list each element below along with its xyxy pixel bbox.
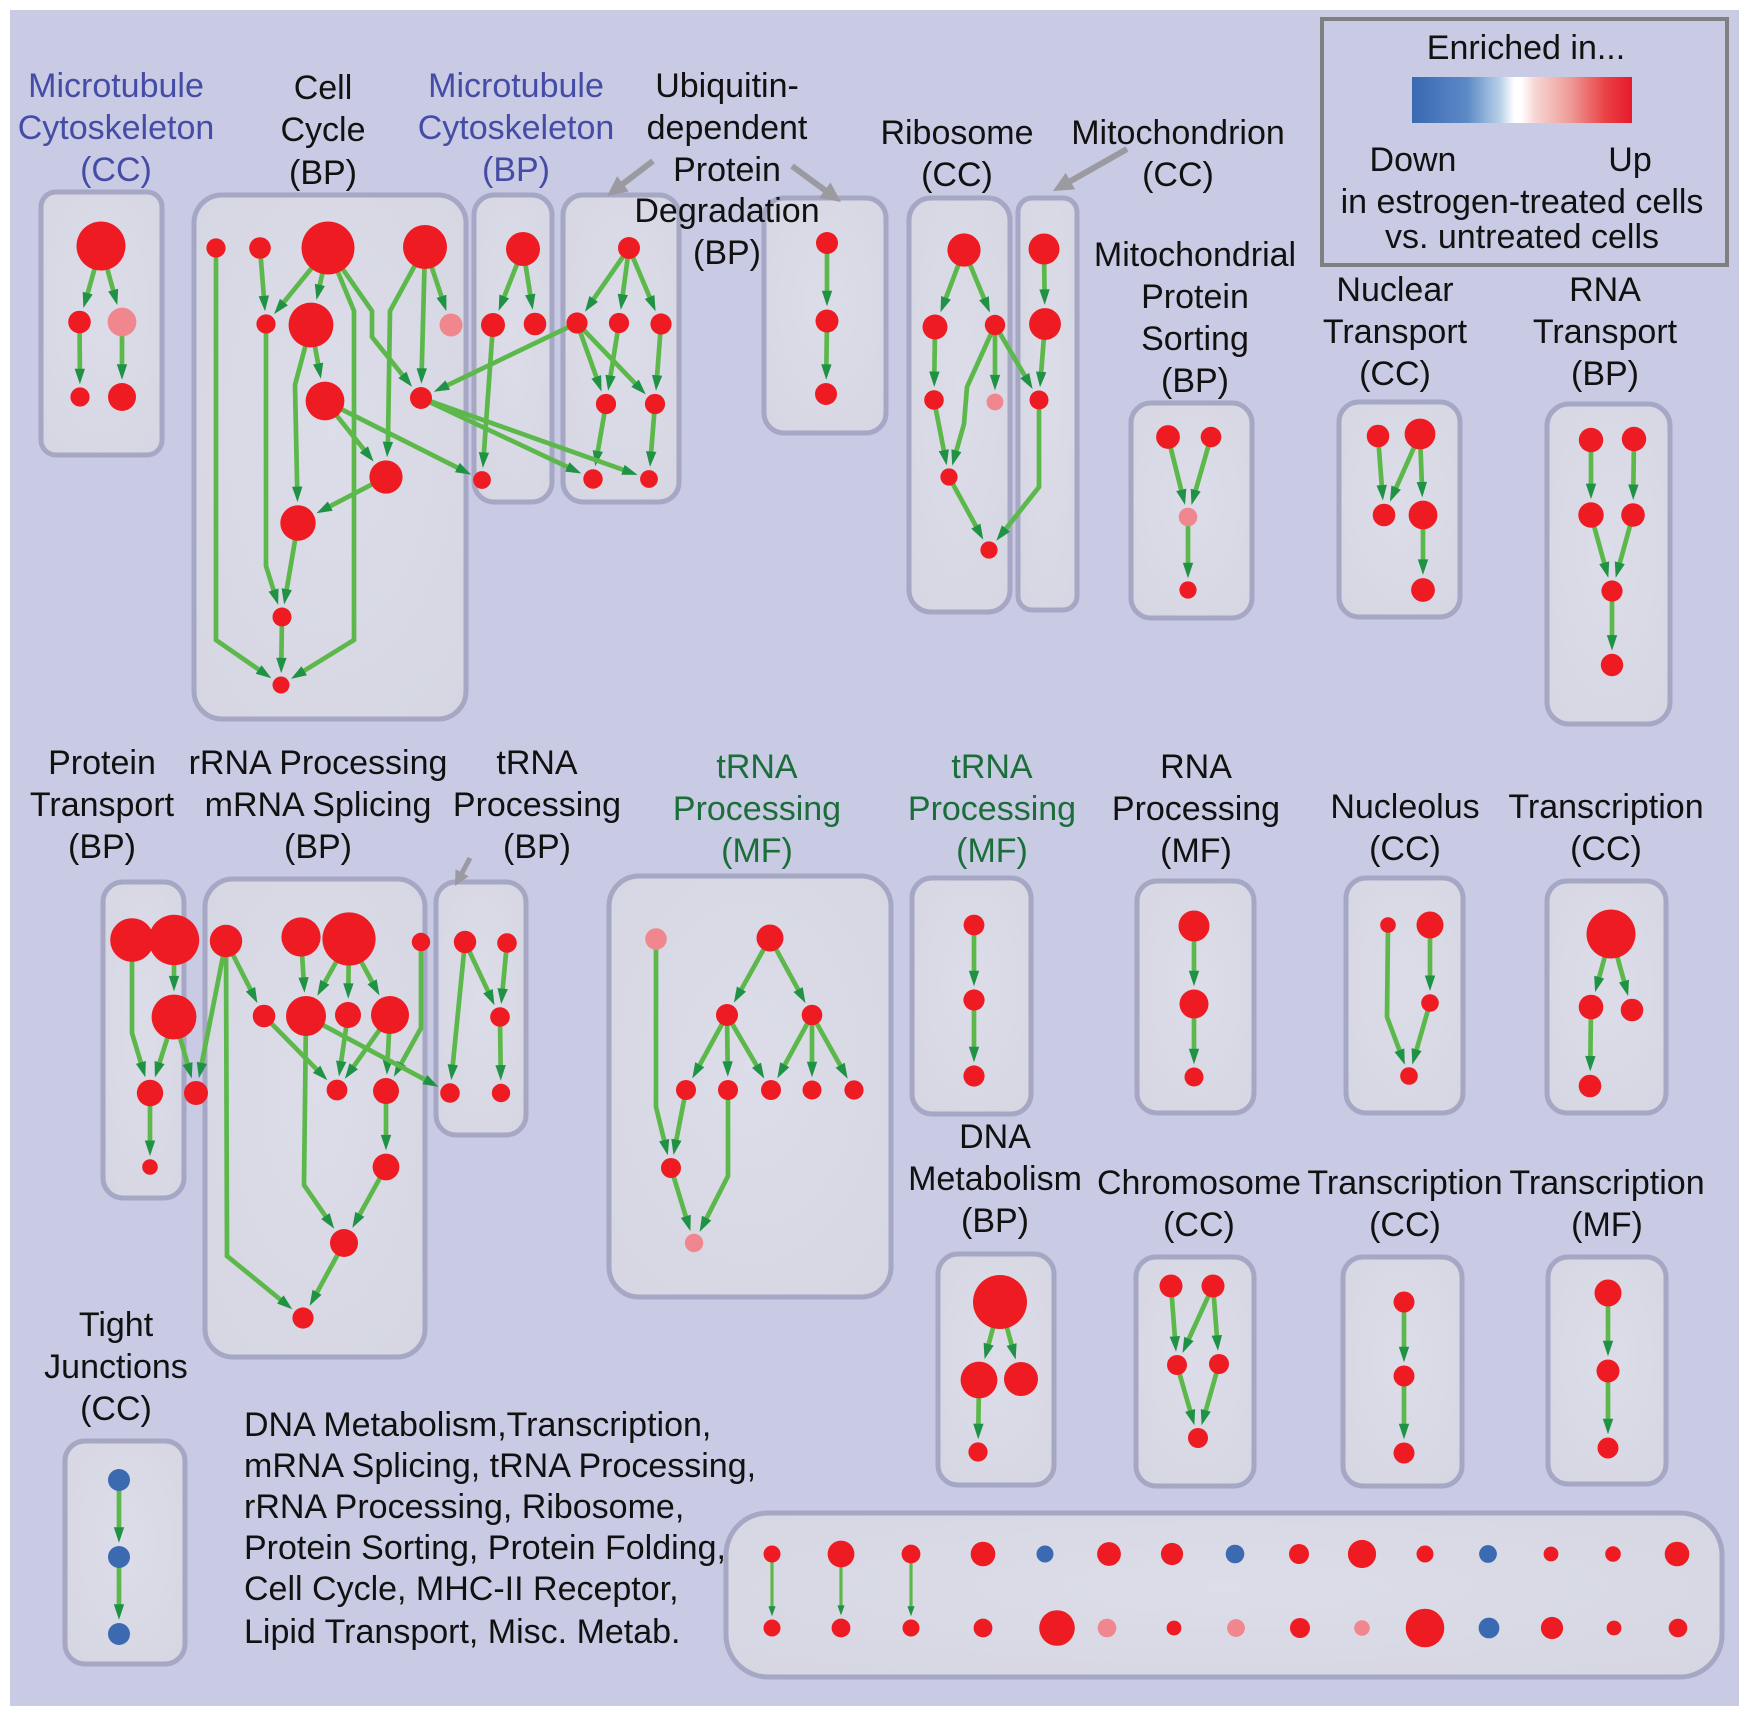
- svg-text:Protein: Protein: [673, 151, 781, 189]
- svg-text:Processing: Processing: [1112, 790, 1280, 828]
- svg-text:tRNA: tRNA: [951, 748, 1033, 786]
- svg-text:(CC): (CC): [1359, 355, 1431, 393]
- svg-text:(BP): (BP): [503, 828, 571, 866]
- svg-text:Cytoskeleton: Cytoskeleton: [18, 109, 215, 147]
- svg-text:Cell Cycle, MHC-II Receptor,: Cell Cycle, MHC-II Receptor,: [244, 1570, 679, 1608]
- svg-text:(MF): (MF): [721, 832, 793, 870]
- svg-text:tRNA: tRNA: [716, 748, 798, 786]
- svg-text:Transport: Transport: [30, 786, 175, 824]
- svg-text:Cytoskeleton: Cytoskeleton: [418, 109, 615, 147]
- svg-text:(CC): (CC): [80, 151, 152, 189]
- svg-text:DNA Metabolism,Transcription,: DNA Metabolism,Transcription,: [244, 1406, 711, 1444]
- svg-text:Chromosome: Chromosome: [1097, 1164, 1301, 1202]
- svg-text:mRNA Splicing: mRNA Splicing: [205, 786, 432, 824]
- svg-text:Processing: Processing: [908, 790, 1076, 828]
- svg-text:(BP): (BP): [289, 154, 357, 192]
- svg-text:Transport: Transport: [1533, 313, 1678, 351]
- svg-text:Transcription: Transcription: [1307, 1164, 1502, 1202]
- svg-text:Cell: Cell: [294, 69, 353, 107]
- svg-text:tRNA: tRNA: [496, 744, 578, 782]
- svg-text:(BP): (BP): [693, 234, 761, 272]
- svg-text:RNA: RNA: [1160, 748, 1232, 786]
- svg-text:Transcription: Transcription: [1508, 788, 1703, 826]
- svg-text:Mitochondrion: Mitochondrion: [1071, 114, 1285, 152]
- svg-text:(MF): (MF): [1160, 832, 1232, 870]
- svg-text:Degradation: Degradation: [634, 192, 819, 230]
- svg-text:Junctions: Junctions: [44, 1348, 188, 1386]
- svg-text:(CC): (CC): [80, 1390, 152, 1428]
- svg-text:in estrogen-treated cells: in estrogen-treated cells: [1341, 183, 1704, 221]
- svg-text:Processing: Processing: [453, 786, 621, 824]
- svg-text:(BP): (BP): [284, 828, 352, 866]
- svg-text:Enriched in...: Enriched in...: [1427, 29, 1625, 67]
- svg-text:Down: Down: [1370, 141, 1457, 179]
- svg-text:rRNA Processing, Ribosome,: rRNA Processing, Ribosome,: [244, 1488, 684, 1526]
- svg-text:Microtubule: Microtubule: [28, 67, 204, 105]
- svg-text:Lipid Transport, Misc. Metab.: Lipid Transport, Misc. Metab.: [244, 1613, 681, 1651]
- svg-text:(BP): (BP): [68, 828, 136, 866]
- svg-text:Protein Sorting, Protein Foldi: Protein Sorting, Protein Folding,: [244, 1529, 726, 1567]
- svg-text:dependent: dependent: [647, 109, 808, 147]
- svg-text:Metabolism: Metabolism: [908, 1160, 1082, 1198]
- svg-text:Transcription: Transcription: [1509, 1164, 1704, 1202]
- svg-text:(CC): (CC): [1369, 1206, 1441, 1244]
- svg-text:Nucleolus: Nucleolus: [1330, 788, 1479, 826]
- svg-text:Cycle: Cycle: [280, 111, 365, 149]
- svg-text:(MF): (MF): [1571, 1206, 1643, 1244]
- svg-text:RNA: RNA: [1569, 271, 1641, 309]
- svg-text:Mitochondrial: Mitochondrial: [1094, 236, 1296, 274]
- svg-text:Processing: Processing: [673, 790, 841, 828]
- svg-text:vs. untreated cells: vs. untreated cells: [1385, 218, 1659, 256]
- svg-text:Tight: Tight: [79, 1306, 154, 1344]
- svg-text:(BP): (BP): [1161, 362, 1229, 400]
- svg-text:(CC): (CC): [921, 156, 993, 194]
- svg-text:Up: Up: [1608, 141, 1651, 179]
- svg-text:mRNA Splicing, tRNA Processing: mRNA Splicing, tRNA Processing,: [244, 1447, 756, 1485]
- svg-text:(CC): (CC): [1163, 1206, 1235, 1244]
- svg-text:(MF): (MF): [956, 832, 1028, 870]
- svg-text:Transport: Transport: [1323, 313, 1468, 351]
- svg-text:DNA: DNA: [959, 1118, 1031, 1156]
- svg-text:Microtubule: Microtubule: [428, 67, 604, 105]
- svg-text:Sorting: Sorting: [1141, 320, 1249, 358]
- svg-text:(CC): (CC): [1142, 156, 1214, 194]
- svg-text:(CC): (CC): [1369, 830, 1441, 868]
- svg-text:Ubiquitin-: Ubiquitin-: [655, 67, 799, 105]
- svg-text:Ribosome: Ribosome: [880, 114, 1033, 152]
- svg-text:(CC): (CC): [1570, 830, 1642, 868]
- svg-text:(BP): (BP): [961, 1202, 1029, 1240]
- svg-text:Protein: Protein: [1141, 278, 1249, 316]
- svg-text:rRNA Processing: rRNA Processing: [189, 744, 448, 782]
- svg-text:(BP): (BP): [482, 151, 550, 189]
- svg-text:Nuclear: Nuclear: [1336, 271, 1453, 309]
- svg-text:(BP): (BP): [1571, 355, 1639, 393]
- svg-text:Protein: Protein: [48, 744, 156, 782]
